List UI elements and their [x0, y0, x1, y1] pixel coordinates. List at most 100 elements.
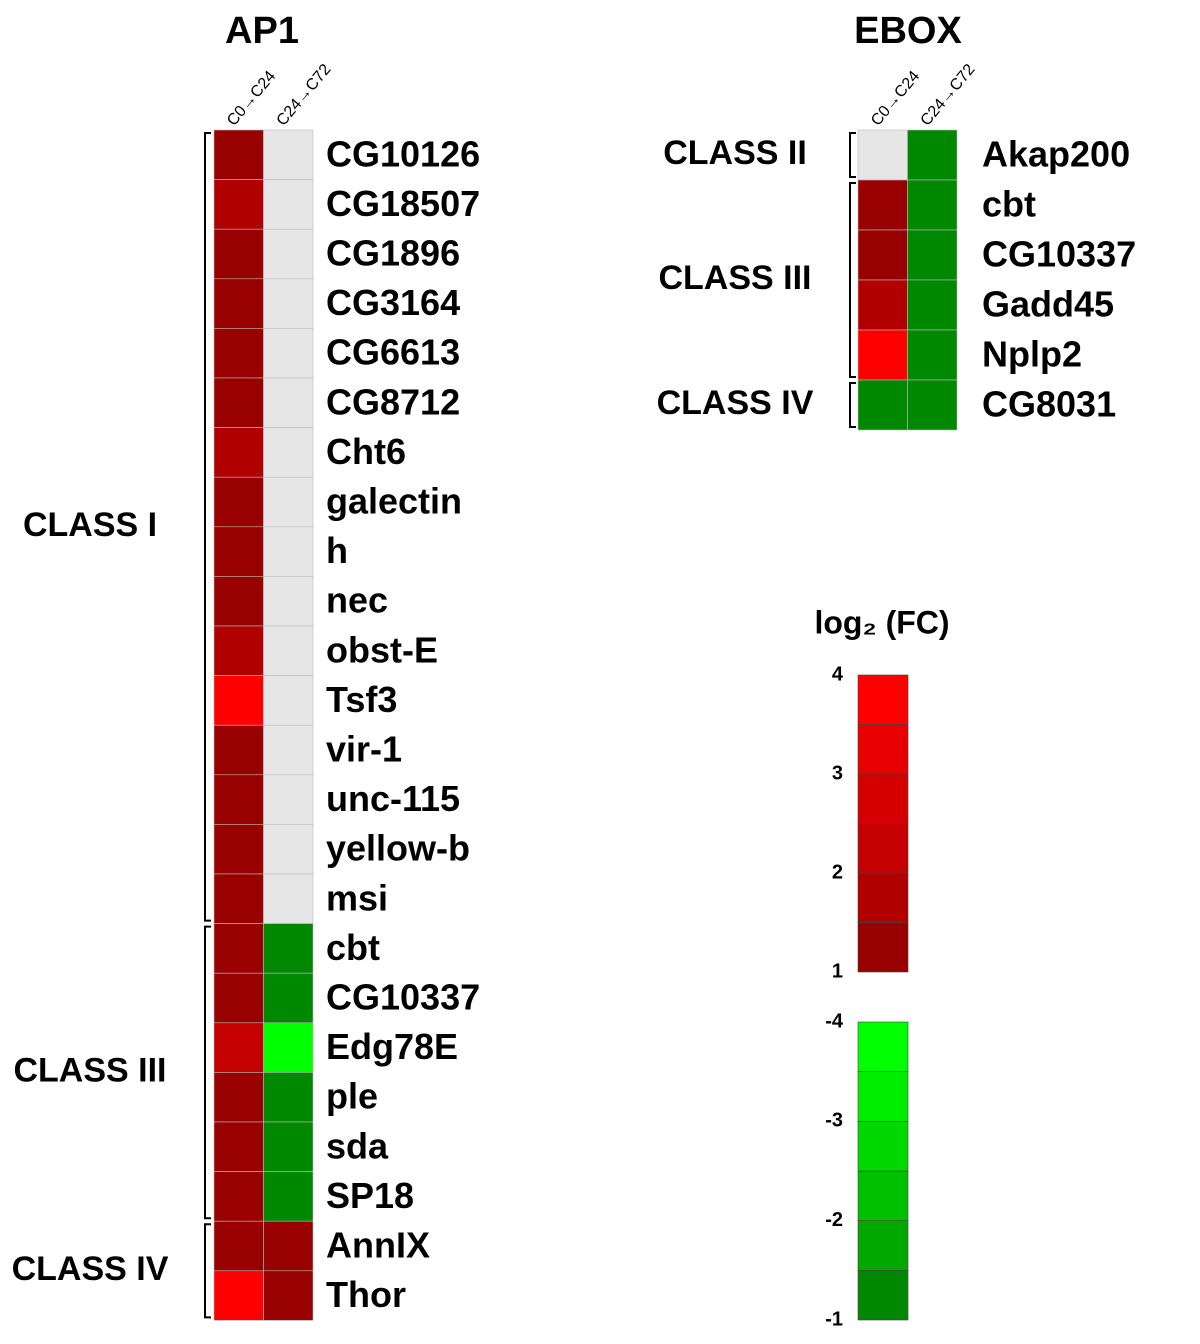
colorbar-segment	[857, 1021, 909, 1072]
row-label: CG18507	[326, 183, 480, 224]
colorbar-segment	[857, 823, 909, 874]
row-label: h	[326, 530, 348, 571]
heatmap-cell	[213, 427, 264, 478]
heatmap-cell	[263, 1072, 314, 1123]
row-label: CG8031	[982, 384, 1116, 425]
heatmap-cell	[263, 129, 314, 180]
heatmap-cell	[263, 873, 314, 924]
group-label: CLASS III	[13, 1051, 166, 1089]
tick-label: 4	[832, 663, 844, 685]
colorbar-segment	[857, 1121, 909, 1172]
heatmap-cell	[213, 1121, 264, 1172]
tick-label: 1	[832, 960, 843, 982]
colorbar-segment	[857, 773, 909, 824]
heatmap-cell	[213, 923, 264, 974]
heatmap-cell	[213, 774, 264, 825]
colorbar-segment	[857, 872, 909, 923]
heatmap-cell	[213, 873, 264, 924]
heatmap-cell	[907, 379, 958, 431]
heatmap-cell	[263, 1022, 314, 1073]
heatmap-cell	[857, 379, 908, 431]
heatmap-cell	[213, 278, 264, 329]
row-label: msi	[326, 877, 388, 918]
row-label: cbt	[326, 927, 380, 968]
row-label: Edg78E	[326, 1026, 458, 1067]
colorbar-segment	[857, 1071, 909, 1122]
group-bracket	[204, 132, 211, 922]
row-label: nec	[326, 580, 388, 621]
row-label: Gadd45	[982, 284, 1114, 325]
heatmap-cell	[213, 129, 264, 180]
colorbar-segment	[857, 922, 909, 973]
heatmap-cell	[857, 329, 908, 381]
row-label: AnnIX	[326, 1225, 430, 1266]
heatmap-cell	[263, 824, 314, 875]
heatmap-cell	[213, 1270, 264, 1321]
heatmap-cell	[213, 824, 264, 875]
row-label: Cht6	[326, 431, 406, 472]
tick-label: 2	[832, 861, 843, 883]
group-bracket	[849, 382, 856, 428]
heatmap-cell	[263, 576, 314, 627]
group-bracket	[204, 925, 211, 1220]
heatmap-cell	[857, 279, 908, 331]
heatmap-cell	[213, 526, 264, 577]
column-label: C24→C72	[918, 61, 979, 129]
chart-title: AP1	[225, 10, 299, 52]
heatmap-cell	[213, 625, 264, 676]
group-label: CLASS I	[23, 506, 157, 544]
heatmap-cell	[263, 179, 314, 230]
group-bracket	[849, 132, 856, 178]
heatmap-cell	[263, 774, 314, 825]
colorbar-segment	[857, 674, 909, 725]
group-label: CLASS III	[658, 259, 811, 297]
row-label: Tsf3	[326, 679, 397, 720]
group-label: CLASS IV	[12, 1250, 169, 1288]
heatmap-cell	[263, 1171, 314, 1222]
row-label: obst-E	[326, 629, 438, 670]
heatmap-cell	[263, 278, 314, 329]
row-label: CG8712	[326, 381, 460, 422]
heatmap-cell	[213, 576, 264, 627]
column-label: C0→C24	[224, 68, 279, 129]
row-label: unc-115	[326, 778, 460, 819]
tick-label: 3	[832, 762, 843, 784]
heatmap-cell	[907, 329, 958, 381]
row-label: cbt	[982, 184, 1036, 225]
heatmap-cell	[263, 724, 314, 776]
tick-label: -4	[825, 1010, 844, 1032]
row-label: SP18	[326, 1175, 414, 1216]
heatmap-cell	[263, 427, 314, 478]
heatmap-cell	[263, 923, 314, 974]
group-bracket	[849, 182, 856, 378]
heatmap-cell	[213, 476, 264, 528]
heatmap-cell	[857, 229, 908, 281]
row-label: Akap200	[982, 134, 1130, 175]
row-label: CG6613	[326, 332, 460, 373]
row-label: galectin	[326, 481, 462, 522]
heatmap-cell	[263, 1220, 314, 1272]
chart-title: EBOX	[854, 10, 962, 52]
row-label: vir-1	[326, 729, 402, 770]
colorbar-segment	[857, 724, 909, 775]
column-label: C0→C24	[868, 68, 923, 129]
group-label: CLASS IV	[657, 384, 814, 422]
heatmap-cell	[213, 228, 264, 280]
heatmap-cell	[263, 228, 314, 280]
row-label: yellow-b	[326, 828, 470, 869]
tick-label: -2	[825, 1209, 843, 1231]
heatmap-cell	[213, 1072, 264, 1123]
tick-label: -1	[825, 1308, 843, 1330]
column-label: C24→C72	[274, 61, 335, 129]
row-label: CG10337	[982, 234, 1136, 275]
row-label: sda	[326, 1125, 389, 1166]
tick-label: -3	[825, 1110, 843, 1132]
heatmap-cell	[857, 179, 908, 231]
heatmap-cell	[263, 625, 314, 676]
heatmap-cell	[907, 129, 958, 181]
heatmap-cell	[213, 179, 264, 230]
heatmap-cell	[213, 1220, 264, 1272]
heatmap-cell	[263, 675, 314, 726]
heatmap-cell	[907, 179, 958, 231]
heatmap-cell	[857, 129, 908, 181]
